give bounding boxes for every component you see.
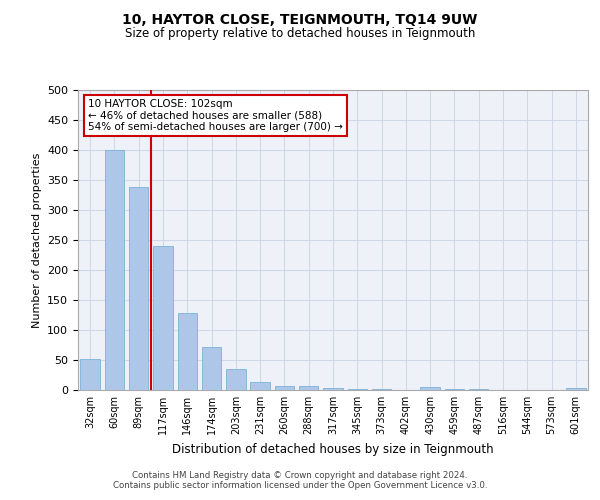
Bar: [80, 359, 100, 390]
Text: 10, HAYTOR CLOSE, TEIGNMOUTH, TQ14 9UW: 10, HAYTOR CLOSE, TEIGNMOUTH, TQ14 9UW: [122, 12, 478, 26]
Bar: [129, 187, 148, 390]
Bar: [275, 386, 294, 390]
Bar: [178, 313, 197, 390]
Bar: [105, 150, 124, 390]
Y-axis label: Number of detached properties: Number of detached properties: [32, 152, 41, 328]
Bar: [445, 389, 464, 390]
Bar: [153, 246, 173, 390]
Bar: [566, 388, 586, 390]
Bar: [226, 369, 245, 390]
Text: Contains HM Land Registry data © Crown copyright and database right 2024.
Contai: Contains HM Land Registry data © Crown c…: [113, 470, 487, 490]
Bar: [323, 388, 343, 390]
X-axis label: Distribution of detached houses by size in Teignmouth: Distribution of detached houses by size …: [172, 442, 494, 456]
Bar: [347, 389, 367, 390]
Bar: [202, 347, 221, 390]
Text: Size of property relative to detached houses in Teignmouth: Size of property relative to detached ho…: [125, 28, 475, 40]
Bar: [299, 386, 319, 390]
Bar: [421, 387, 440, 390]
Bar: [250, 382, 270, 390]
Text: 10 HAYTOR CLOSE: 102sqm
← 46% of detached houses are smaller (588)
54% of semi-d: 10 HAYTOR CLOSE: 102sqm ← 46% of detache…: [88, 99, 343, 132]
